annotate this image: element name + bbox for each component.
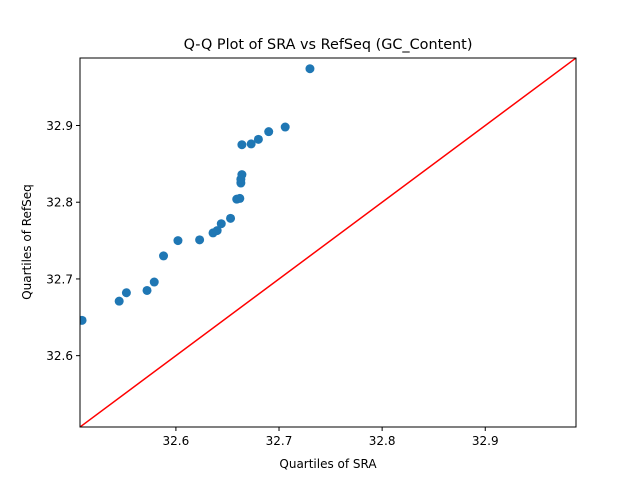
data-point xyxy=(142,285,152,295)
data-point xyxy=(237,170,247,180)
data-point xyxy=(159,251,169,261)
data-point xyxy=(235,193,245,203)
data-point xyxy=(305,64,315,74)
y-tick-label: 32.8 xyxy=(46,196,73,210)
reference-line xyxy=(80,58,576,427)
y-tick-label: 32.6 xyxy=(46,349,73,363)
y-tick-label: 32.7 xyxy=(46,272,73,286)
chart-title: Q-Q Plot of SRA vs RefSeq (GC_Content) xyxy=(184,37,473,53)
data-point xyxy=(149,277,159,287)
data-point xyxy=(173,236,183,246)
data-point xyxy=(121,288,131,298)
data-points-layer xyxy=(80,64,315,325)
x-axis-label: Quartiles of SRA xyxy=(279,457,377,471)
data-point xyxy=(253,134,263,144)
data-point xyxy=(264,127,274,137)
x-axis-ticks: 32.6 32.7 32.8 32.9 xyxy=(163,427,499,448)
y-axis-label: Quartiles of RefSeq xyxy=(20,184,34,300)
data-point xyxy=(195,235,205,245)
reference-line-layer xyxy=(80,58,576,427)
data-point xyxy=(212,226,222,236)
data-point xyxy=(226,213,236,223)
data-point xyxy=(237,140,247,150)
data-point xyxy=(216,219,226,229)
data-point xyxy=(114,296,124,306)
plot-frame xyxy=(79,57,577,428)
x-tick-label: 32.7 xyxy=(266,434,293,448)
data-point xyxy=(80,315,87,325)
x-tick-label: 32.8 xyxy=(369,434,396,448)
x-tick-label: 32.6 xyxy=(163,434,190,448)
x-tick-label: 32.9 xyxy=(472,434,499,448)
data-point xyxy=(280,122,290,132)
data-point xyxy=(246,139,256,149)
y-tick-label: 32.9 xyxy=(46,119,73,133)
y-axis-ticks: 32.6 32.7 32.8 32.9 xyxy=(46,119,80,363)
